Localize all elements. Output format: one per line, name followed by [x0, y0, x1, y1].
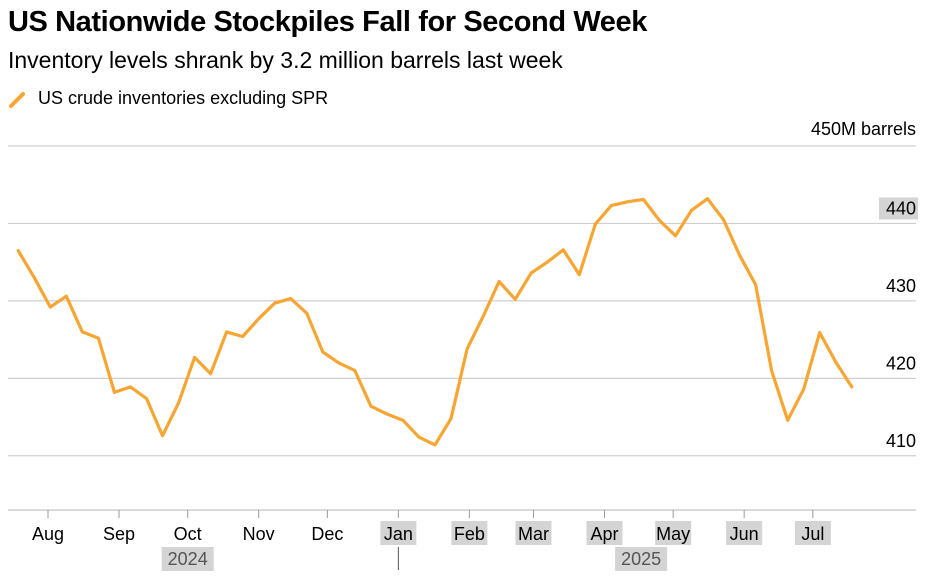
x-tick-label-apr: Apr — [590, 524, 618, 544]
x-tick-label-feb: Feb — [454, 524, 485, 544]
data-point — [786, 418, 790, 422]
data-point — [64, 294, 68, 298]
y-axis-unit-label: 450M barrels — [811, 119, 916, 139]
data-point — [497, 280, 501, 283]
data-point — [433, 443, 437, 447]
data-point — [834, 360, 838, 364]
x-tick-highlight — [726, 521, 763, 545]
series-line-0 — [16, 197, 854, 447]
legend: US crude inventories excluding SPR — [8, 88, 328, 109]
x-tick-label-sep: Sep — [103, 524, 135, 544]
data-point — [177, 401, 180, 405]
data-point — [449, 417, 453, 420]
x-tick-highlight — [380, 521, 417, 545]
x-tick-label-oct: Oct — [174, 524, 202, 544]
data-point — [642, 198, 645, 201]
x-tick-label-jan: Jan — [384, 524, 413, 544]
y-tick-label-430: 430 — [886, 276, 916, 296]
gridlines — [8, 145, 916, 457]
data-point — [738, 253, 741, 257]
x-tick-highlight — [655, 521, 692, 545]
data-point — [257, 317, 261, 321]
data-point — [145, 397, 148, 400]
data-point — [545, 260, 549, 264]
data-point — [289, 297, 293, 300]
x-tick-label-dec: Dec — [311, 524, 343, 544]
data-point — [722, 218, 725, 222]
x-tick-highlight — [586, 521, 623, 545]
x-tick-highlight — [515, 521, 552, 545]
year-label-bg — [615, 547, 668, 571]
y-tick-label-420: 420 — [886, 353, 916, 373]
series — [16, 197, 854, 447]
data-point — [129, 385, 132, 389]
chart-subtitle: Inventory levels shrank by 3.2 million b… — [8, 47, 563, 73]
data-point — [209, 372, 213, 376]
year-label-2024: 2024 — [168, 549, 208, 569]
data-point — [690, 208, 693, 212]
data-point — [305, 311, 309, 315]
y-tick-label-410: 410 — [886, 431, 916, 451]
legend-swatch-icon — [9, 91, 25, 108]
data-point — [481, 315, 485, 318]
data-point — [818, 331, 822, 334]
data-point — [513, 297, 517, 301]
y-axis: 450M barrels 440 430 420 410 — [811, 119, 918, 451]
data-point — [97, 336, 100, 340]
data-point — [401, 418, 405, 422]
x-tick-label-may: May — [656, 524, 690, 544]
data-point — [385, 412, 389, 416]
data-point — [754, 283, 757, 286]
x-tick-label-mar: Mar — [518, 524, 549, 544]
data-point — [674, 234, 677, 238]
data-point — [48, 305, 52, 309]
x-tick-label-nov: Nov — [243, 524, 275, 544]
data-point — [80, 330, 84, 334]
data-point — [337, 361, 341, 365]
data-point — [561, 248, 565, 252]
data-point — [609, 204, 613, 208]
year-label-2025: 2025 — [621, 549, 661, 569]
data-point — [161, 434, 164, 438]
year-label-bg — [161, 547, 214, 571]
data-point — [706, 197, 709, 201]
data-point — [417, 435, 421, 439]
y-tick-label-440: 440 — [886, 198, 916, 218]
x-tick-highlight — [451, 521, 488, 545]
x-tick-label-aug: Aug — [32, 524, 64, 544]
data-point — [225, 330, 229, 334]
data-point — [802, 387, 806, 391]
chart-title: US Nationwide Stockpiles Fall for Second… — [8, 6, 647, 38]
data-point — [626, 200, 629, 204]
data-point — [593, 222, 597, 226]
data-point — [32, 276, 36, 280]
x-axis: Aug Sep Oct Nov Dec Jan Feb Mar Apr May Jun Jul 2024… — [8, 509, 916, 571]
y-tick-highlight — [879, 197, 918, 220]
legend-label: US crude inventories excluding SPR — [38, 88, 329, 108]
data-point — [193, 356, 197, 359]
x-tick-label-jun: Jun — [730, 524, 759, 544]
x-tick-highlight — [794, 521, 831, 545]
data-point — [353, 369, 357, 372]
data-point — [241, 335, 245, 338]
data-point — [369, 404, 373, 408]
data-point — [850, 385, 854, 389]
data-point — [321, 350, 325, 354]
data-point — [465, 347, 469, 351]
data-point — [113, 390, 116, 394]
data-point — [658, 218, 661, 222]
data-point — [16, 249, 20, 253]
x-tick-label-jul: Jul — [801, 524, 824, 544]
data-point — [770, 369, 773, 372]
data-point — [577, 273, 581, 276]
data-point — [529, 271, 533, 275]
data-point — [273, 301, 277, 305]
